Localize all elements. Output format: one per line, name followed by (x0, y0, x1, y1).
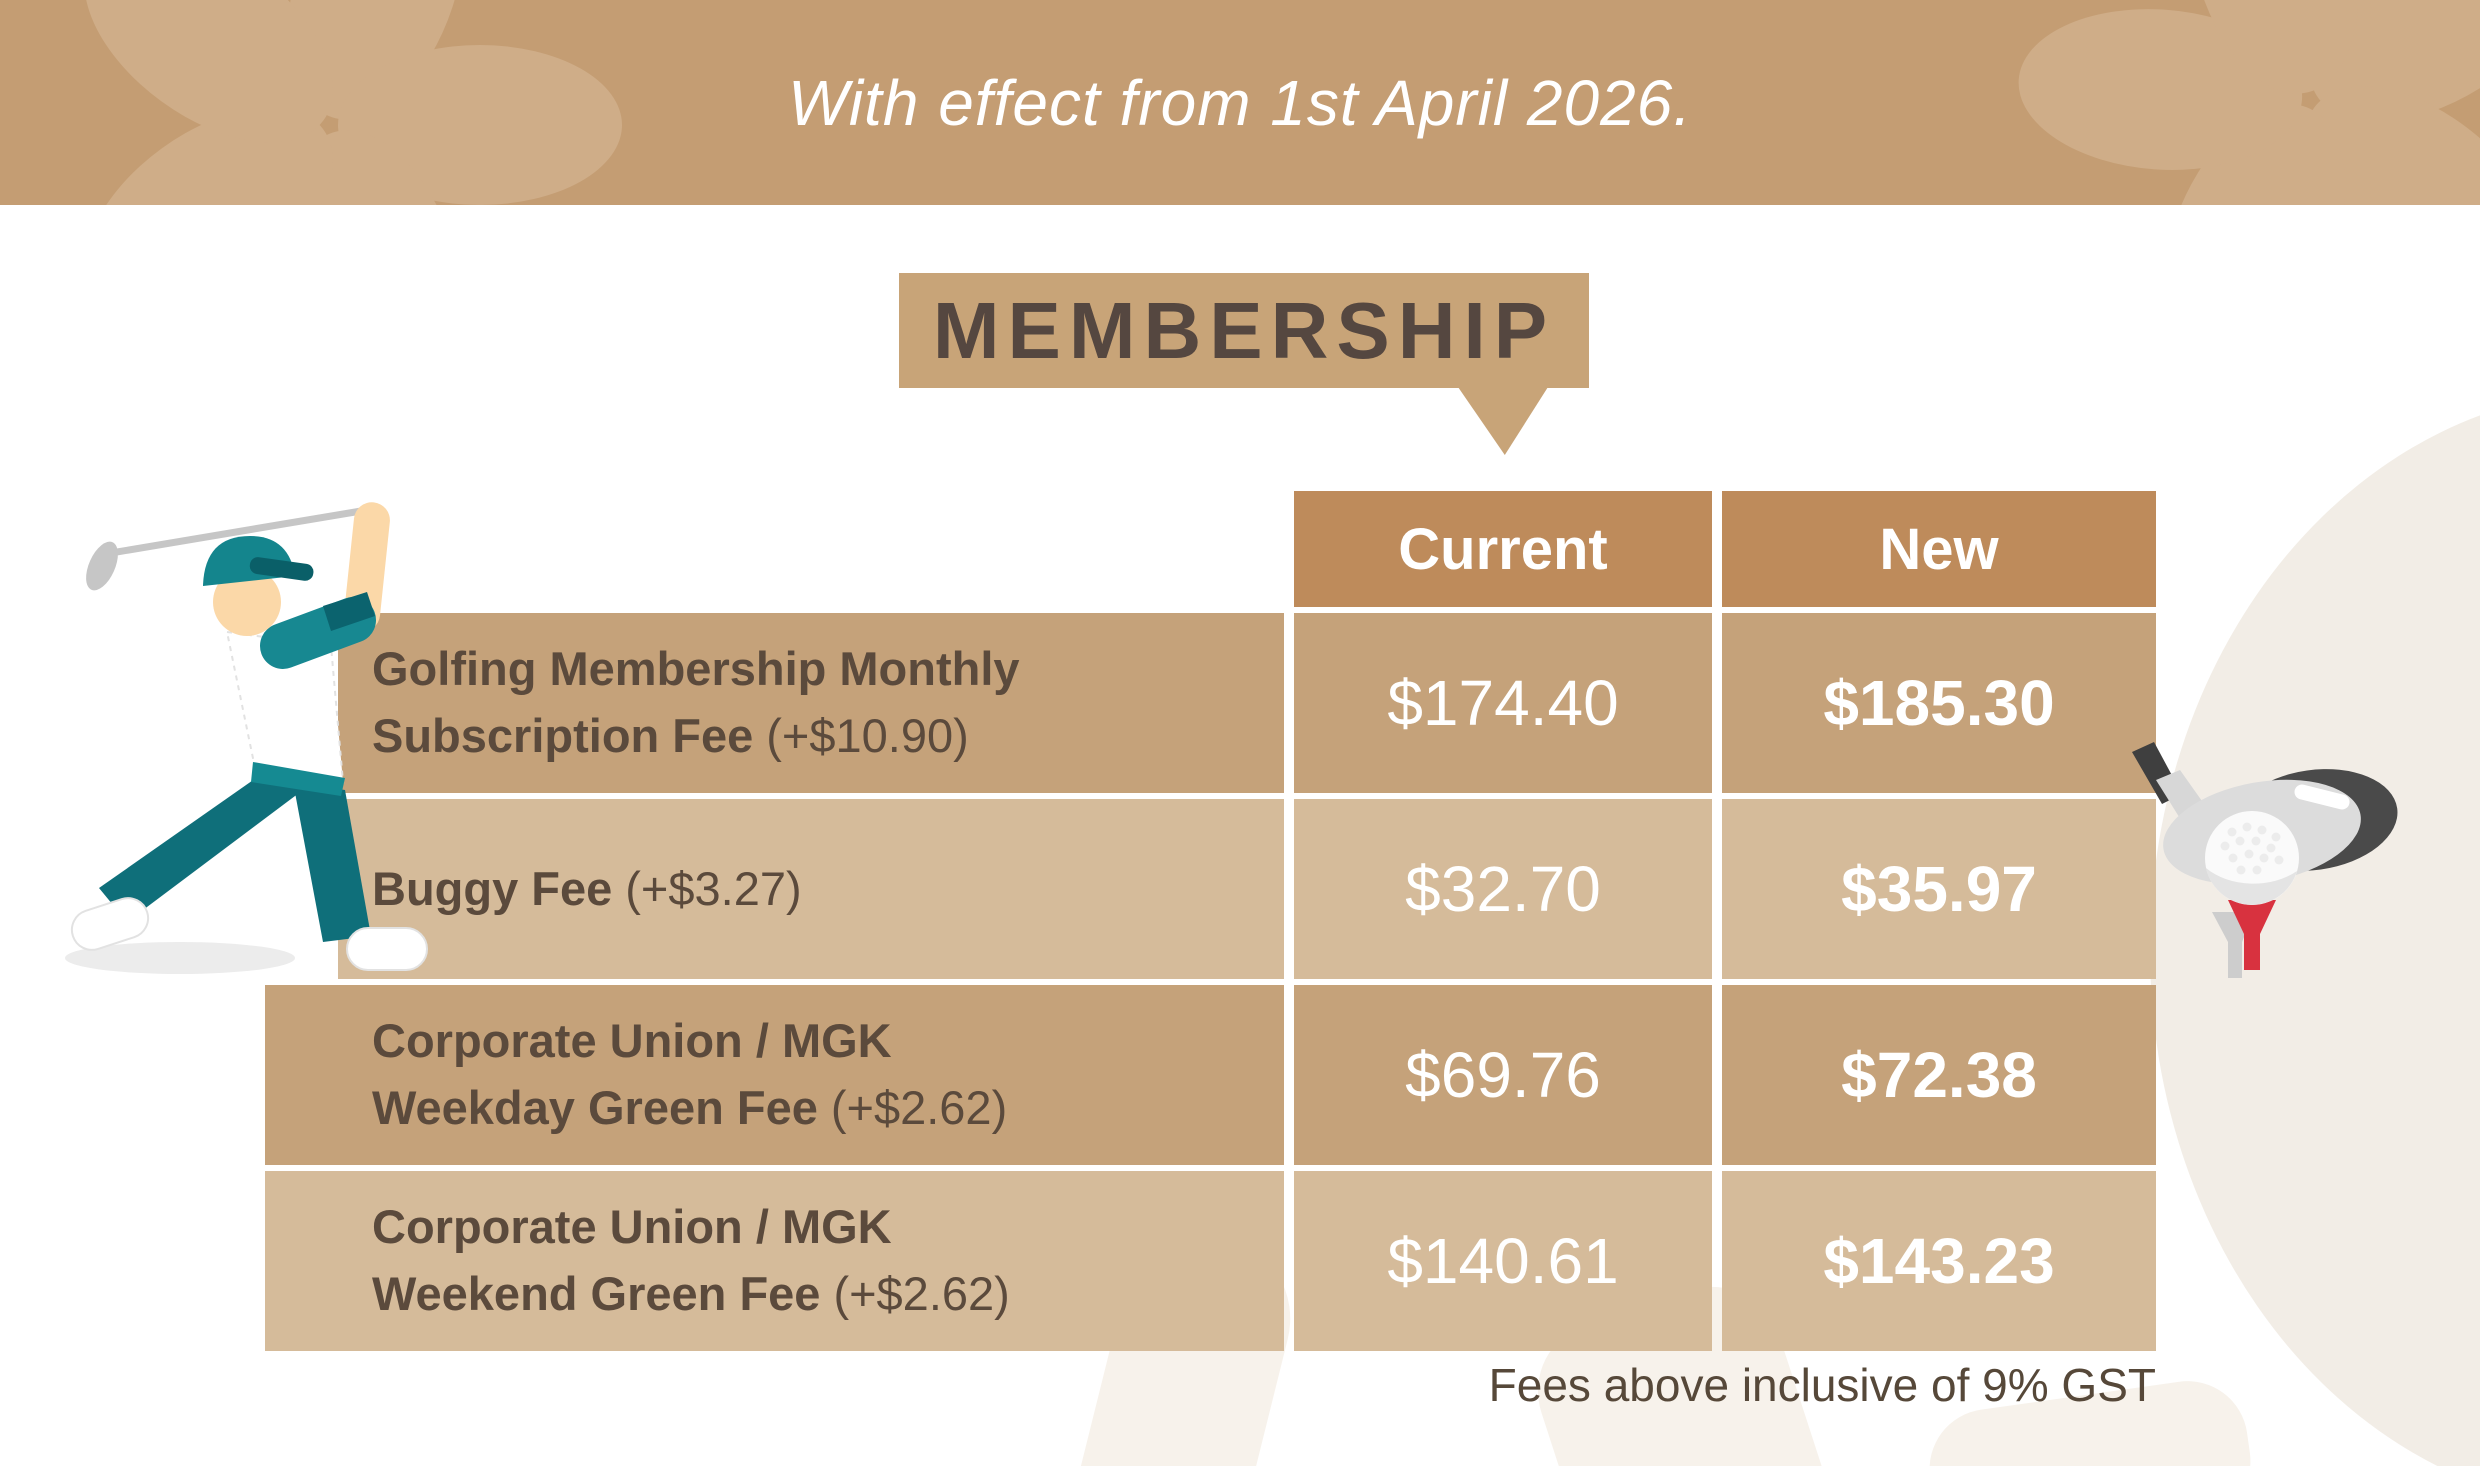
driver-highlight (2294, 784, 2350, 810)
hibiscus-flower-icon (2018, 0, 2480, 205)
fee-label: Golfing Membership Monthly Subscription … (338, 613, 1284, 793)
current-fee-value: $174.40 (1294, 613, 1712, 793)
golf-ball-shade (2206, 868, 2297, 905)
golfer-front-leg (293, 782, 371, 942)
golfer-front-shoe (346, 927, 428, 971)
golfer-face (213, 568, 281, 636)
golf-tee-illustration (2132, 742, 2398, 978)
table-row: Corporate Union / MGK Weekend Green Fee(… (265, 1171, 2156, 1351)
golf-club-head (86, 541, 118, 591)
membership-title-pointer (1458, 387, 1548, 455)
golfer-back-shoe (70, 897, 150, 951)
golfer-illustration (65, 502, 428, 974)
membership-title: MEMBERSHIP (899, 273, 1589, 388)
current-fee-value: $69.76 (1294, 985, 1712, 1165)
golfer-waistband (251, 762, 345, 796)
new-fee-value: $185.30 (1722, 613, 2156, 793)
red-tee (2228, 900, 2276, 970)
effective-date-text: With effect from 1st April 2026. (787, 66, 1693, 139)
gst-footnote: Fees above inclusive of 9% GST (1488, 1359, 2156, 1411)
new-fee-value: $72.38 (1722, 985, 2156, 1165)
column-header-current: Current (1294, 491, 1712, 607)
column-header-new: New (1722, 491, 2156, 607)
golfer-back-leg (99, 776, 303, 922)
table-row: Corporate Union / MGK Weekday Green Fee(… (265, 985, 2156, 1165)
top-banner: With effect from 1st April 2026. (0, 0, 2480, 205)
golf-club-shaft (104, 506, 368, 558)
hibiscus-flower-icon (84, 0, 622, 205)
fee-label: Corporate Union / MGK Weekday Green Fee(… (265, 985, 1284, 1165)
fee-label: Buggy Fee (+$3.27) (338, 799, 1284, 979)
golfer-shadow (65, 942, 295, 974)
golfer-cuff (323, 592, 375, 631)
golf-ball-dimples (2220, 822, 2284, 875)
table-row: Golfing Membership Monthly Subscription … (338, 613, 2156, 793)
new-fee-value: $35.97 (1722, 799, 2156, 979)
current-fee-value: $140.61 (1294, 1171, 1712, 1351)
current-fee-value: $32.70 (1294, 799, 1712, 979)
table-row: Buggy Fee (+$3.27) $32.70 $35.97 (338, 799, 2156, 979)
golfer-cap-brim (249, 557, 314, 581)
fee-label: Corporate Union / MGK Weekend Green Fee(… (265, 1171, 1284, 1351)
new-fee-value: $143.23 (1722, 1171, 2156, 1351)
